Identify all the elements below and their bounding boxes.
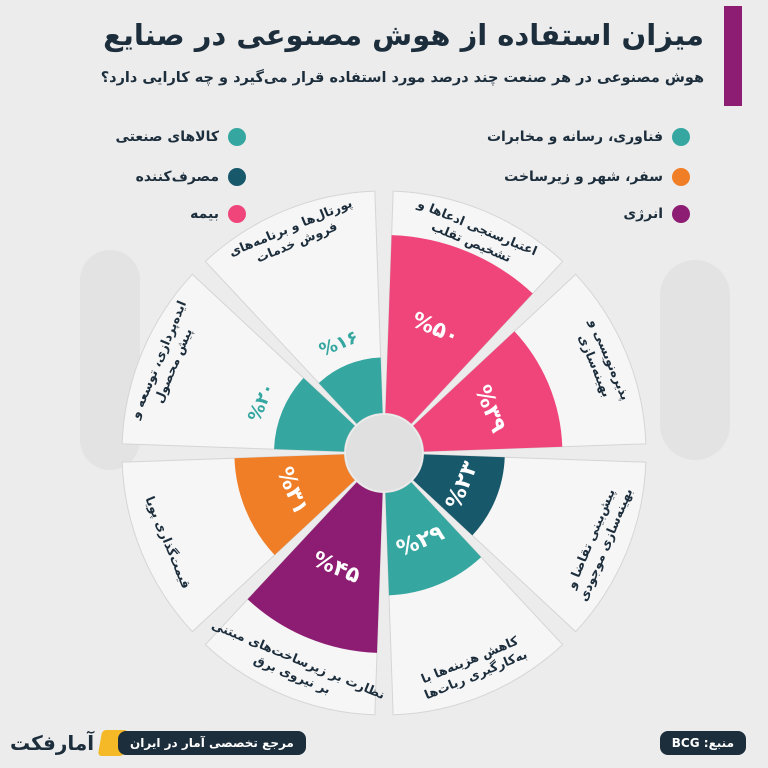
title-accent-bar [724,6,742,106]
legend-dot-icon [228,128,246,146]
value-bar [274,377,355,452]
value-bar [318,357,383,424]
source-label: منبع: BCG [659,731,746,755]
value-bar [247,482,383,653]
page-title: میزان استفاده از هوش مصنوعی در صنایع [103,18,704,52]
legend-dot-icon [228,205,246,223]
legend-item: سفر، شهر و زیرساخت [504,168,690,186]
legend-label: بیمه [190,206,219,222]
value-bar [385,482,482,596]
legend-dot-icon [672,128,690,146]
value-bar [413,331,563,452]
legend-label: فناوری، رسانه و مخابرات [486,129,663,145]
legend-item: انرژی [623,205,690,223]
page-subtitle: هوش مصنوعی در هر صنعت چند درصد مورد استف… [100,70,704,86]
legend-dot-icon [672,205,690,223]
legend-dot-icon [672,168,690,186]
brand-tagline: مرجع تخصصی آمار در ایران [118,731,306,755]
legend-item: مصرف‌کننده [136,168,246,186]
segment-wedge [204,190,384,425]
legend-label: مصرف‌کننده [135,169,219,185]
brand-name: آمارفکت [10,731,95,755]
legend-dot-icon [228,168,246,186]
legend-label: انرژی [623,206,663,222]
legend-item: کالاهای صنعتی [115,128,246,146]
legend-label: کالاهای صنعتی [115,129,219,145]
background-shape [660,260,730,460]
brand-logo: آمارفکت [10,730,129,756]
value-bar [385,235,533,424]
value-bars [234,235,563,653]
value-bar [413,454,505,536]
value-bar [234,454,355,556]
chart-hub [346,415,422,491]
legend-item: بیمه [190,205,246,223]
legend-label: سفر، شهر و زیرساخت [504,169,663,185]
legend-item: فناوری، رسانه و مخابرات [487,128,690,146]
